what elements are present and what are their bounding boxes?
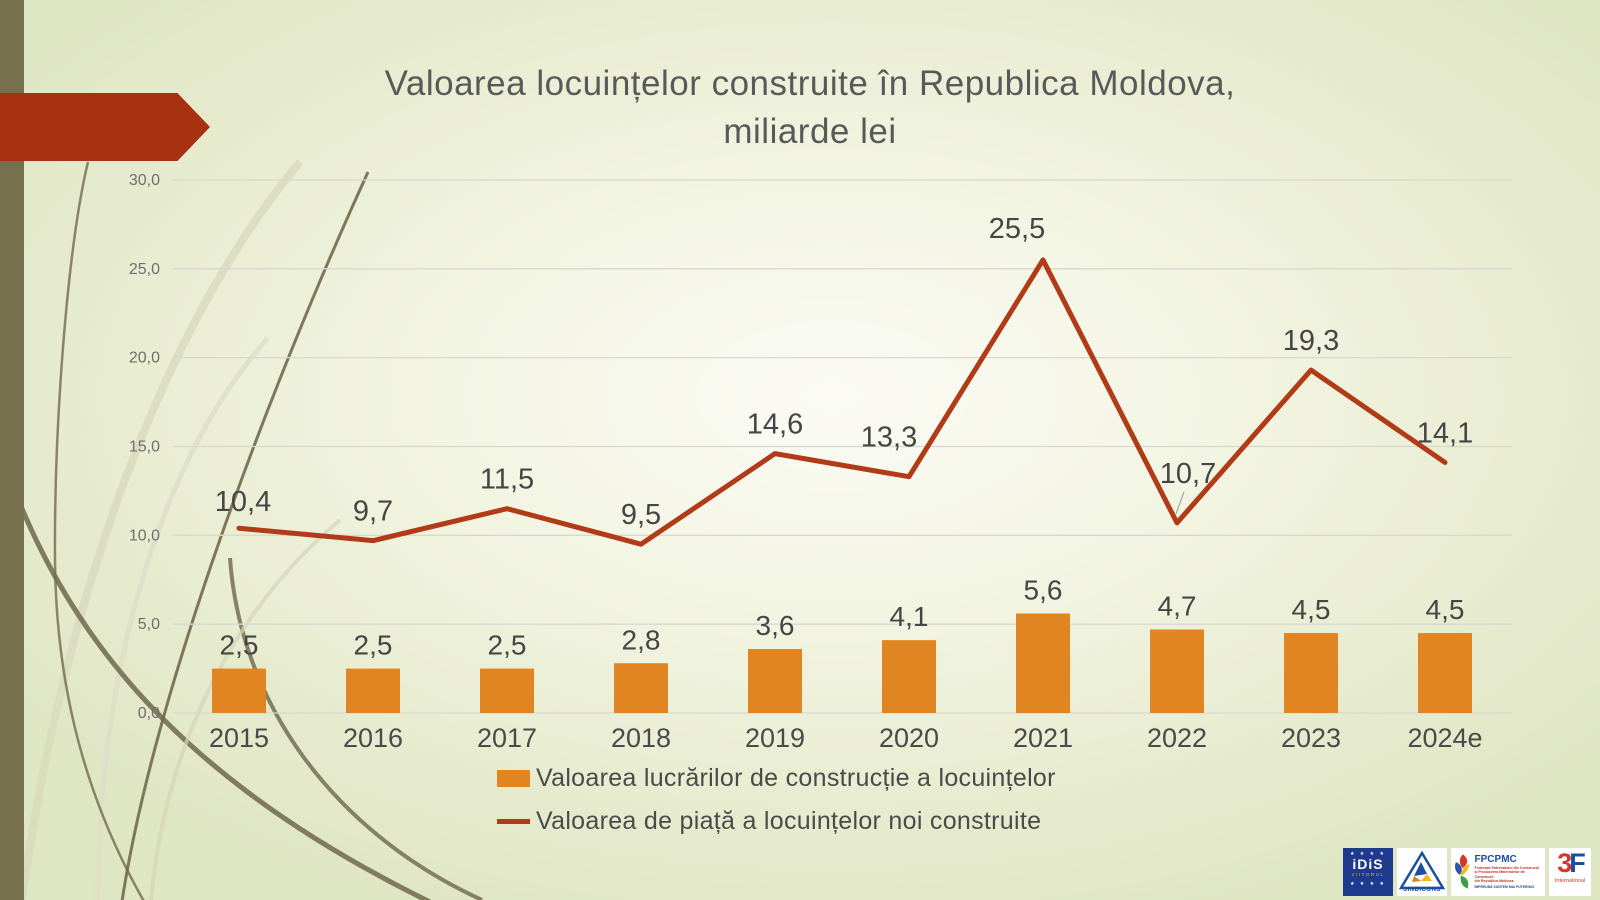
bar-value-label: 5,6 xyxy=(1024,575,1063,606)
line-series-swatch xyxy=(497,818,530,824)
line-value-label: 13,3 xyxy=(861,422,917,454)
fpcpmc-leaf-icon xyxy=(1454,854,1470,889)
slide-title: Valoarea locuințelor construite în Repub… xyxy=(170,60,1450,156)
x-axis-label-2015: 2015 xyxy=(209,723,269,753)
fpcpmc-desc-line3: din Republica Moldova xyxy=(1474,879,1514,884)
sindicons-logo: SINDICONS xyxy=(1397,848,1447,896)
y-tick-label: 30,0 xyxy=(129,172,160,189)
x-axis-label-2021: 2021 xyxy=(1013,723,1073,753)
legend-item-line: Valoarea de piață a locuințelor noi cons… xyxy=(497,807,1056,835)
y-tick-label: 5,0 xyxy=(138,616,160,633)
bar-value-label: 4,5 xyxy=(1292,594,1331,625)
slide-title-line2: miliarde lei xyxy=(723,112,897,151)
fpcpmc-desc-line1: Federația Patronatului din Construcții xyxy=(1474,865,1539,870)
bar-value-label: 3,6 xyxy=(756,610,795,641)
slide-title-line1: Valoarea locuințelor construite în Repub… xyxy=(384,64,1236,103)
legend-label-bars: Valoarea lucrărilor de construcție a loc… xyxy=(536,763,1056,792)
bar-value-label: 4,7 xyxy=(1158,590,1197,621)
legend-label-line: Valoarea de piață a locuințelor noi cons… xyxy=(536,806,1042,835)
line-value-label: 10,4 xyxy=(215,486,271,518)
line-value-label: 9,5 xyxy=(621,499,661,531)
x-axis-label-2019: 2019 xyxy=(745,723,805,753)
fpcpmc-logo-text: FPCPMC xyxy=(1474,853,1517,865)
x-axis-label-2023: 2023 xyxy=(1281,723,1341,753)
line-value-label: 11,5 xyxy=(480,464,534,496)
line-value-label: 14,6 xyxy=(747,409,803,441)
bar-value-label: 2,5 xyxy=(354,630,393,661)
idis-logo-subtext: VIITORUL xyxy=(1351,872,1385,877)
idis-viitorul-logo: ★ ★ ★ ★ iDiS VIITORUL ★ ★ ★ ★ xyxy=(1343,848,1393,896)
bar-value-label: 4,5 xyxy=(1426,594,1465,625)
bar-2017 xyxy=(480,668,534,713)
y-tick-label: 25,0 xyxy=(129,261,160,278)
x-axis-label-2020: 2020 xyxy=(879,723,939,753)
fpcpmc-motto: ÎMPREUNĂ SUNTEM MAI PUTERNICI xyxy=(1474,884,1535,889)
bar-2018 xyxy=(614,663,668,713)
x-axis-label-2016: 2016 xyxy=(343,723,403,753)
y-tick-label: 10,0 xyxy=(129,527,160,544)
idis-stars-top: ★ ★ ★ ★ xyxy=(1349,851,1387,857)
bar-2021 xyxy=(1016,613,1070,713)
x-axis-label-2022: 2022 xyxy=(1147,723,1207,753)
logo-strip: ★ ★ ★ ★ iDiS VIITORUL ★ ★ ★ ★ SINDICONS … xyxy=(1343,848,1591,896)
idis-stars-bottom: ★ ★ ★ ★ xyxy=(1349,881,1387,887)
legend-item-bars: Valoarea lucrărilor de construcție a loc… xyxy=(497,764,1056,792)
y-tick-label: 20,0 xyxy=(129,350,160,367)
bar-series-swatch xyxy=(497,769,530,787)
bar-2020 xyxy=(882,640,936,713)
line-series xyxy=(236,257,1448,547)
y-tick-label: 15,0 xyxy=(129,438,160,455)
line-value-label: 14,1 xyxy=(1417,417,1473,449)
bar-2016 xyxy=(346,668,400,713)
bar-2024e xyxy=(1418,633,1472,713)
3f-logo-subtext: International xyxy=(1554,878,1586,884)
x-axis-label-2017: 2017 xyxy=(477,723,537,753)
bar-2022 xyxy=(1150,629,1204,713)
sindicons-logo-text: SINDICONS xyxy=(1403,887,1441,893)
x-axis-label-2018: 2018 xyxy=(611,723,671,753)
label-leader-line xyxy=(1175,491,1185,515)
title-arrow-decoration xyxy=(0,93,210,161)
line-value-label: 25,5 xyxy=(989,213,1045,245)
line-value-label: 10,7 xyxy=(1160,458,1216,490)
x-axis-label-2024e: 2024e xyxy=(1407,723,1482,753)
bar-value-label: 2,5 xyxy=(488,630,527,661)
fpcpmc-desc-line2: și Producerea Materialelor de Construcți… xyxy=(1474,870,1525,879)
fpcpmc-logo: FPCPMC Federația Patronatului din Constr… xyxy=(1451,848,1545,896)
line-value-label: 19,3 xyxy=(1283,325,1339,357)
bar-2019 xyxy=(748,649,802,713)
chart-legend: Valoarea lucrărilor de construcție a loc… xyxy=(497,764,1056,835)
y-tick-label: 0,0 xyxy=(138,705,160,722)
bar-value-label: 2,5 xyxy=(220,630,259,661)
bar-value-label: 4,1 xyxy=(890,601,929,632)
3f-international-logo: 3F International xyxy=(1549,848,1591,896)
3f-logo-text: 3F xyxy=(1557,848,1585,878)
idis-logo-text: iDiS xyxy=(1352,856,1384,872)
bar-2023 xyxy=(1284,633,1338,713)
sindicons-triangle-icon xyxy=(1398,850,1446,890)
line-value-label: 9,7 xyxy=(353,496,393,528)
bar-2015 xyxy=(212,668,266,713)
bar-value-label: 2,8 xyxy=(622,624,661,655)
